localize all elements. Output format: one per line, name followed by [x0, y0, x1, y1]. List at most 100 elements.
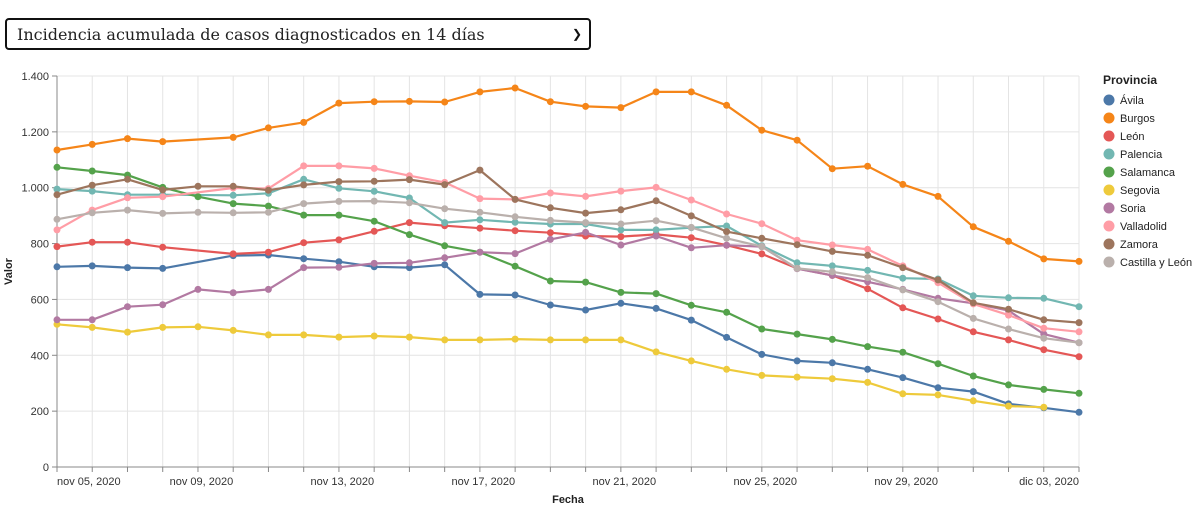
data-point: [1005, 294, 1012, 302]
data-point: [899, 348, 907, 356]
legend-item: Segovia: [1103, 184, 1161, 197]
legend-item: Burgos: [1103, 112, 1155, 125]
series-segovia: [53, 320, 1048, 411]
data-point: [582, 209, 590, 217]
data-point: [617, 233, 625, 241]
data-point: [370, 187, 378, 195]
legend-label: Segovia: [1120, 185, 1161, 197]
data-point: [899, 304, 907, 312]
data-point: [405, 97, 413, 105]
data-point: [793, 264, 801, 272]
data-point: [476, 224, 484, 232]
data-point: [335, 178, 343, 186]
data-point: [546, 301, 554, 309]
data-point: [511, 218, 519, 226]
legend-swatch: [1103, 202, 1115, 214]
indicator-select[interactable]: Incidencia acumulada de casos diagnostic…: [5, 18, 591, 50]
data-point: [335, 236, 343, 244]
data-point: [864, 274, 872, 282]
data-point: [159, 193, 167, 201]
series-valladolid: [53, 162, 1083, 336]
data-point: [335, 333, 343, 341]
data-point: [828, 247, 836, 255]
series-ávila: [53, 251, 1083, 416]
data-point: [53, 163, 61, 171]
data-point: [899, 274, 907, 282]
data-point: [969, 314, 977, 322]
data-point: [405, 231, 413, 239]
data-point: [758, 325, 766, 333]
data-point: [124, 135, 131, 143]
y-tick-label: 0: [43, 462, 49, 474]
data-point: [758, 371, 766, 379]
data-point: [229, 191, 237, 199]
data-point: [1005, 305, 1012, 313]
data-point: [582, 306, 590, 314]
data-point: [53, 316, 61, 324]
data-point: [476, 216, 484, 224]
data-point: [511, 262, 519, 270]
legend-item: Salamanca: [1103, 166, 1176, 179]
data-point: [88, 181, 96, 189]
legend-label: Soria: [1120, 203, 1147, 215]
data-point: [899, 180, 907, 188]
data-point: [864, 245, 872, 253]
data-point: [1005, 336, 1012, 344]
data-point: [300, 255, 308, 263]
data-point: [652, 290, 660, 298]
data-point: [124, 206, 131, 214]
series-line: [56, 166, 1080, 395]
data-point: [934, 315, 942, 323]
data-point: [124, 264, 131, 272]
x-tick-label: nov 29, 2020: [874, 476, 938, 488]
legend: Provincia Ávila Burgos León Palencia Salamanc…: [1103, 73, 1192, 269]
data-point: [1075, 257, 1083, 265]
data-point: [476, 195, 484, 203]
data-point: [264, 202, 272, 210]
data-point: [934, 276, 942, 284]
data-point: [300, 118, 308, 126]
data-point: [159, 264, 167, 272]
data-point: [899, 390, 907, 398]
data-point: [723, 234, 731, 242]
data-point: [617, 288, 625, 296]
data-point: [511, 213, 519, 221]
data-point: [370, 197, 378, 205]
data-point: [828, 359, 836, 367]
data-point: [264, 124, 272, 132]
legend-item: Ávila: [1103, 94, 1145, 107]
data-point: [476, 290, 484, 298]
data-point: [88, 167, 96, 175]
data-point: [934, 192, 942, 200]
legend-item: Soria: [1103, 202, 1147, 215]
data-point: [652, 183, 660, 191]
data-point: [1005, 325, 1012, 333]
data-point: [687, 357, 695, 365]
data-point: [582, 336, 590, 344]
data-point: [124, 303, 131, 311]
data-point: [53, 191, 61, 199]
data-point: [441, 242, 449, 250]
data-point: [370, 164, 378, 172]
legend-swatch: [1103, 166, 1115, 178]
chevron-down-icon: ❯: [571, 27, 583, 41]
data-point: [723, 365, 731, 373]
y-tick-label: 600: [31, 294, 49, 306]
data-point: [1075, 408, 1083, 416]
data-point: [934, 391, 942, 399]
data-point: [53, 263, 61, 271]
data-point: [1075, 389, 1083, 397]
data-point: [652, 232, 660, 240]
data-point: [476, 88, 484, 96]
data-point: [441, 254, 449, 262]
data-point: [441, 261, 449, 269]
data-point: [828, 268, 836, 276]
data-point: [828, 165, 836, 173]
data-point: [1040, 385, 1048, 393]
data-point: [300, 181, 308, 189]
data-point: [53, 215, 61, 223]
data-point: [1040, 316, 1048, 324]
data-point: [969, 223, 977, 231]
data-point: [300, 200, 308, 208]
